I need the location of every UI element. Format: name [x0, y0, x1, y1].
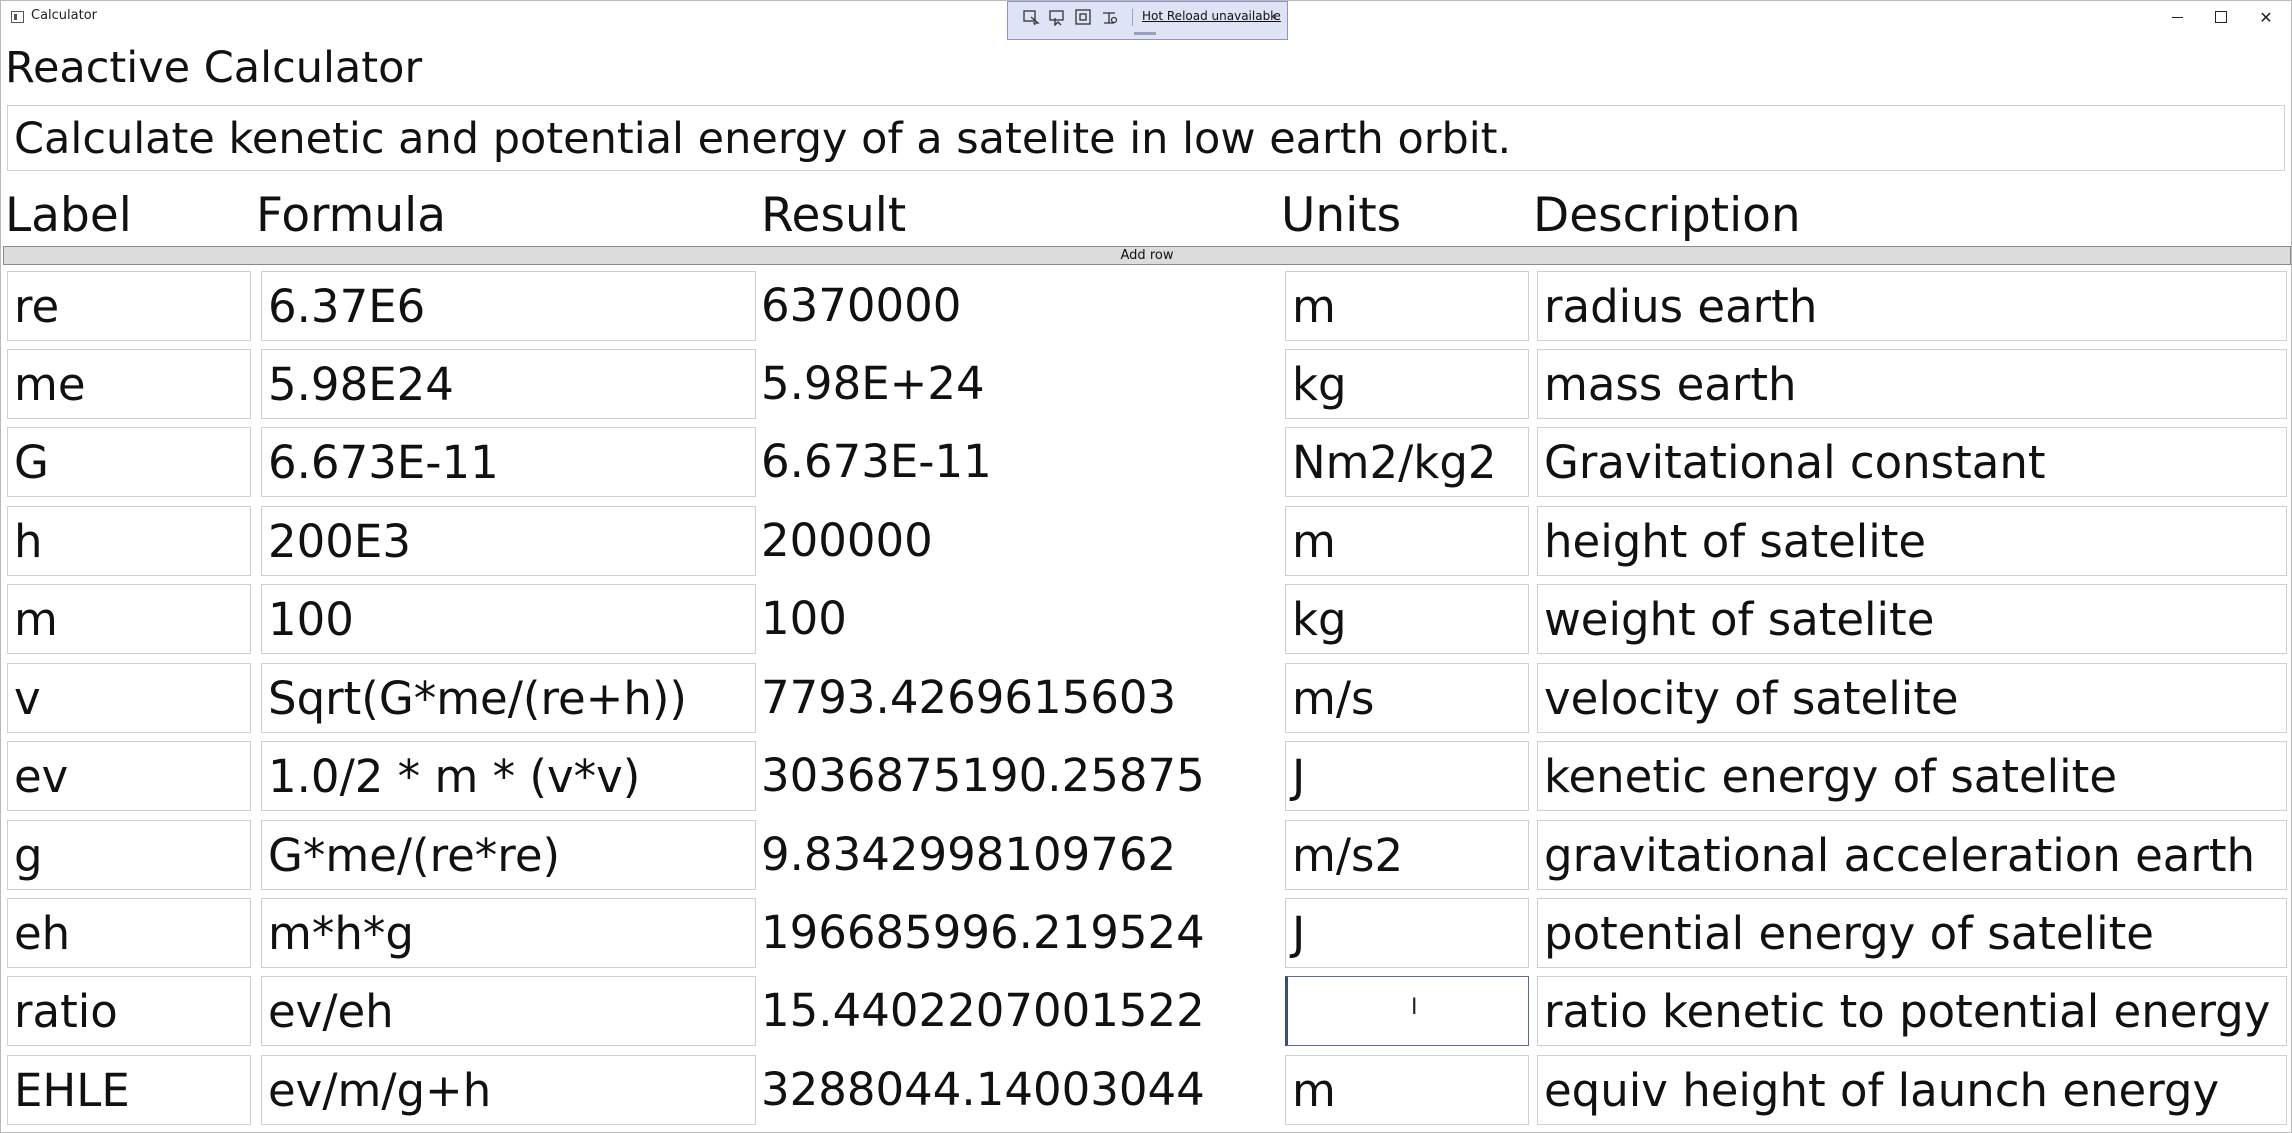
- formula-field[interactable]: Sqrt(G*me/(re+h)): [261, 663, 756, 733]
- result-value: 3288044.14003044: [759, 1055, 1259, 1125]
- result-value: 200000: [759, 506, 1259, 576]
- label-field[interactable]: eh: [7, 898, 251, 968]
- description-cell[interactable]: kenetic energy of satelite: [1537, 741, 2287, 811]
- table-row: re 6.37E6 6370000 m radius earth: [1, 271, 2292, 341]
- units-field[interactable]: J: [1285, 741, 1529, 811]
- formula-field[interactable]: m*h*g: [261, 898, 756, 968]
- table-row: G 6.673E-11 6.673E-11 Nm2/kg2 Gravitatio…: [1, 427, 2292, 497]
- label-field[interactable]: m: [7, 584, 251, 654]
- table-row: me 5.98E24 5.98E+24 kg mass earth: [1, 349, 2292, 419]
- binding-failures-icon[interactable]: [1100, 8, 1118, 26]
- result-value: 6.673E-11: [759, 427, 1259, 497]
- column-header-formula: Formula: [256, 188, 447, 243]
- formula-field[interactable]: 100: [261, 584, 756, 654]
- result-value: 100: [759, 584, 1259, 654]
- result-value: 196685996.219524: [759, 898, 1259, 968]
- table-row: v Sqrt(G*me/(re+h)) 7793.4269615603 m/s …: [1, 663, 2292, 733]
- units-field[interactable]: kg: [1285, 584, 1529, 654]
- track-focused-element-icon[interactable]: [1074, 8, 1092, 26]
- label-field[interactable]: me: [7, 349, 251, 419]
- formula-field[interactable]: 200E3: [261, 506, 756, 576]
- label-field[interactable]: h: [7, 506, 251, 576]
- column-header-label: Label: [5, 188, 132, 243]
- hot-reload-status-link[interactable]: Hot Reload unavailable: [1142, 9, 1281, 23]
- description-cell[interactable]: radius earth: [1537, 271, 2287, 341]
- units-field[interactable]: kg: [1285, 349, 1529, 419]
- description-cell[interactable]: weight of satelite: [1537, 584, 2287, 654]
- formula-field[interactable]: G*me/(re*re): [261, 820, 756, 890]
- result-value: 3036875190.25875: [759, 741, 1259, 811]
- formula-field[interactable]: ev/m/g+h: [261, 1055, 756, 1125]
- label-field[interactable]: v: [7, 663, 251, 733]
- description-cell[interactable]: gravitational acceleration earth: [1537, 820, 2287, 890]
- minimize-button[interactable]: [2155, 1, 2199, 33]
- close-icon: ✕: [2259, 7, 2273, 27]
- result-value: 9.8342998109762: [759, 820, 1259, 890]
- add-row-button[interactable]: Add row: [3, 246, 2291, 265]
- formula-field[interactable]: 1.0/2 * m * (v*v): [261, 741, 756, 811]
- result-value: 15.4402207001522: [759, 976, 1259, 1046]
- label-field[interactable]: re: [7, 271, 251, 341]
- column-header-description: Description: [1533, 188, 1801, 243]
- units-field[interactable]: m/s2: [1285, 820, 1529, 890]
- select-element-icon[interactable]: [1022, 8, 1040, 26]
- app-icon: [11, 11, 24, 23]
- description-field[interactable]: Calculate kenetic and potential energy o…: [7, 105, 2285, 171]
- label-field[interactable]: g: [7, 820, 251, 890]
- minimize-icon: [2171, 16, 2183, 18]
- units-field[interactable]: m: [1285, 506, 1529, 576]
- table-row: g G*me/(re*re) 9.8342998109762 m/s2 grav…: [1, 820, 2292, 890]
- collapse-chevron-icon[interactable]: ‹: [1271, 7, 1277, 25]
- hot-reload-toolbar: Hot Reload unavailable ‹: [1007, 1, 1288, 40]
- label-field[interactable]: ratio: [7, 976, 251, 1046]
- units-field[interactable]: J: [1285, 898, 1529, 968]
- display-layout-adorners-icon[interactable]: [1048, 8, 1066, 26]
- close-button[interactable]: ✕: [2244, 1, 2288, 33]
- table-row: ratio ev/eh 15.4402207001522 ratio kenet…: [1, 976, 2292, 1046]
- toolbar-separator: [1132, 9, 1133, 26]
- table-row: EHLE ev/m/g+h 3288044.14003044 m equiv h…: [1, 1055, 2292, 1125]
- label-field[interactable]: EHLE: [7, 1055, 251, 1125]
- units-field[interactable]: m/s: [1285, 663, 1529, 733]
- title-bar: Calculator ✕: [1, 1, 2291, 33]
- description-cell[interactable]: mass earth: [1537, 349, 2287, 419]
- units-field[interactable]: m: [1285, 1055, 1529, 1125]
- result-value: 7793.4269615603: [759, 663, 1259, 733]
- description-cell[interactable]: velocity of satelite: [1537, 663, 2287, 733]
- table-row: h 200E3 200000 m height of satelite: [1, 506, 2292, 576]
- result-value: 6370000: [759, 271, 1259, 341]
- description-cell[interactable]: potential energy of satelite: [1537, 898, 2287, 968]
- units-field[interactable]: m: [1285, 271, 1529, 341]
- toolbar-grip[interactable]: [1134, 32, 1156, 35]
- table-row: m 100 100 kg weight of satelite: [1, 584, 2292, 654]
- units-field-focused[interactable]: [1285, 976, 1529, 1046]
- result-value: 5.98E+24: [759, 349, 1259, 419]
- units-field[interactable]: Nm2/kg2: [1285, 427, 1529, 497]
- text-cursor-icon: I: [1411, 995, 1418, 1020]
- table-row: ev 1.0/2 * m * (v*v) 3036875190.25875 J …: [1, 741, 2292, 811]
- formula-field[interactable]: 5.98E24: [261, 349, 756, 419]
- formula-field[interactable]: 6.673E-11: [261, 427, 756, 497]
- maximize-button[interactable]: [2199, 1, 2243, 33]
- column-header-result: Result: [761, 188, 907, 243]
- table-row: eh m*h*g 196685996.219524 J potential en…: [1, 898, 2292, 968]
- description-cell[interactable]: Gravitational constant: [1537, 427, 2287, 497]
- description-cell[interactable]: ratio kenetic to potential energy: [1537, 976, 2287, 1046]
- column-header-units: Units: [1281, 188, 1402, 243]
- formula-field[interactable]: ev/eh: [261, 976, 756, 1046]
- maximize-icon: [2215, 11, 2227, 23]
- window-title: Calculator: [31, 8, 98, 23]
- app-heading: Reactive Calculator: [5, 43, 423, 93]
- description-cell[interactable]: equiv height of launch energy: [1537, 1055, 2287, 1125]
- description-cell[interactable]: height of satelite: [1537, 506, 2287, 576]
- label-field[interactable]: G: [7, 427, 251, 497]
- label-field[interactable]: ev: [7, 741, 251, 811]
- formula-field[interactable]: 6.37E6: [261, 271, 756, 341]
